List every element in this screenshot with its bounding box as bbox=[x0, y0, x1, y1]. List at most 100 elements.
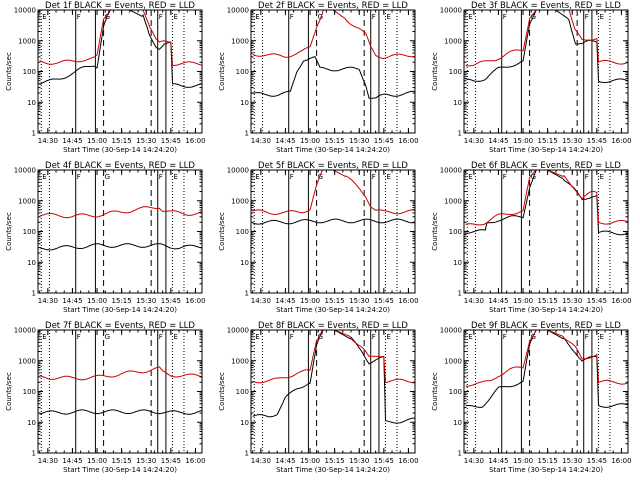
y-tick-label: 1000 bbox=[18, 357, 36, 365]
interval-label: F bbox=[585, 173, 589, 181]
y-axis-label: Counts/sec bbox=[218, 52, 226, 91]
interval-label: E bbox=[386, 13, 390, 21]
x-tick-label: 15:30 bbox=[136, 137, 156, 145]
y-tick-label: 1000 bbox=[444, 197, 462, 205]
interval-label: E bbox=[255, 173, 259, 181]
x-tick-label: 14:30 bbox=[464, 457, 484, 465]
y-tick-label: 10000 bbox=[440, 167, 462, 175]
interval-label: F bbox=[290, 173, 294, 181]
interval-label: E bbox=[42, 13, 46, 21]
y-tick-label: 10000 bbox=[14, 167, 36, 175]
interval-label: F bbox=[503, 13, 507, 21]
x-tick-label: 14:30 bbox=[251, 457, 271, 465]
x-tick-label: 15:45 bbox=[161, 457, 181, 465]
y-tick-label: 10 bbox=[453, 419, 462, 427]
interval-label: E bbox=[599, 173, 603, 181]
interval-label: F bbox=[585, 333, 589, 341]
plot-frame bbox=[250, 9, 416, 134]
x-tick-label: 14:30 bbox=[251, 137, 271, 145]
lld-series-line bbox=[465, 330, 628, 387]
y-tick-label: 10 bbox=[453, 259, 462, 267]
interval-label: F bbox=[77, 173, 81, 181]
x-tick-label: 15:45 bbox=[587, 137, 607, 145]
interval-label: G bbox=[105, 333, 110, 341]
interval-label: E bbox=[599, 13, 603, 21]
interval-label: F bbox=[290, 333, 294, 341]
interval-label: F bbox=[159, 173, 163, 181]
plot-frame bbox=[37, 169, 203, 294]
x-tick-label: 14:45 bbox=[275, 297, 295, 305]
x-tick-label: 15:30 bbox=[136, 457, 156, 465]
x-tick-label: 16:00 bbox=[398, 297, 418, 305]
x-tick-label: 15:45 bbox=[587, 297, 607, 305]
interval-label: E bbox=[386, 333, 390, 341]
y-tick-label: 1 bbox=[458, 290, 462, 298]
x-axis-label: Start Time (30-Sep-14 14:24:20) bbox=[489, 466, 603, 474]
y-tick-label: 10000 bbox=[227, 7, 249, 15]
x-tick-label: 15:15 bbox=[538, 297, 558, 305]
lld-series-line bbox=[465, 170, 628, 226]
x-tick-label: 15:45 bbox=[374, 137, 394, 145]
y-tick-label: 100 bbox=[236, 228, 249, 236]
panel-title: Det 5f BLACK = Events, RED = LLD bbox=[258, 161, 408, 171]
interval-label: F bbox=[77, 333, 81, 341]
x-tick-label: 15:00 bbox=[300, 297, 320, 305]
interval-label: E bbox=[468, 13, 472, 21]
panel-title: Det 3f BLACK = Events, RED = LLD bbox=[471, 1, 621, 11]
events-series-line bbox=[39, 10, 202, 88]
interval-label: F bbox=[585, 13, 589, 21]
y-tick-label: 100 bbox=[236, 388, 249, 396]
y-axis-label: Counts/sec bbox=[431, 372, 439, 411]
x-tick-label: 15:15 bbox=[325, 457, 345, 465]
interval-label: E bbox=[42, 173, 46, 181]
x-tick-label: 16:00 bbox=[398, 457, 418, 465]
x-tick-label: 14:45 bbox=[488, 457, 508, 465]
y-tick-label: 100 bbox=[23, 228, 36, 236]
x-tick-label: 14:30 bbox=[464, 137, 484, 145]
lld-series-line bbox=[465, 10, 628, 67]
x-tick-label: 15:30 bbox=[349, 457, 369, 465]
y-axis-label: Counts/sec bbox=[5, 212, 13, 251]
x-tick-label: 15:15 bbox=[325, 297, 345, 305]
x-tick-label: 14:30 bbox=[38, 297, 58, 305]
x-axis-label: Start Time (30-Sep-14 14:24:20) bbox=[63, 146, 177, 154]
events-series-line bbox=[39, 409, 202, 415]
plot-frame bbox=[37, 329, 203, 454]
panel-title: Det 9f BLACK = Events, RED = LLD bbox=[471, 321, 621, 331]
x-tick-label: 14:45 bbox=[275, 137, 295, 145]
x-axis-label: Start Time (30-Sep-14 14:24:20) bbox=[489, 146, 603, 154]
y-axis-label: Counts/sec bbox=[218, 212, 226, 251]
plot-frame bbox=[250, 169, 416, 294]
y-tick-label: 1000 bbox=[18, 37, 36, 45]
x-axis-label: Start Time (30-Sep-14 14:24:20) bbox=[276, 146, 390, 154]
x-tick-label: 16:00 bbox=[185, 457, 205, 465]
y-tick-label: 100 bbox=[449, 68, 462, 76]
y-tick-label: 1000 bbox=[18, 197, 36, 205]
y-tick-label: 1 bbox=[245, 290, 249, 298]
x-axis-label: Start Time (30-Sep-14 14:24:20) bbox=[489, 306, 603, 314]
x-tick-label: 14:45 bbox=[488, 137, 508, 145]
panel-title: Det 4f BLACK = Events, RED = LLD bbox=[45, 161, 195, 171]
interval-label: F bbox=[77, 13, 81, 21]
y-tick-label: 1000 bbox=[444, 357, 462, 365]
interval-label: F bbox=[503, 173, 507, 181]
y-tick-label: 1 bbox=[32, 290, 36, 298]
x-tick-label: 15:45 bbox=[161, 137, 181, 145]
events-series-line bbox=[252, 218, 415, 225]
events-series-line bbox=[465, 10, 628, 84]
x-tick-label: 15:15 bbox=[112, 137, 132, 145]
x-tick-label: 15:45 bbox=[374, 297, 394, 305]
x-tick-label: 14:30 bbox=[38, 457, 58, 465]
y-tick-label: 100 bbox=[23, 388, 36, 396]
y-tick-label: 10000 bbox=[227, 327, 249, 335]
x-tick-label: 14:30 bbox=[251, 297, 271, 305]
events-series-line bbox=[252, 55, 415, 99]
y-axis-label: Counts/sec bbox=[5, 372, 13, 411]
detector-panel: Det 5f BLACK = Events, RED = LLD E F G F E 1 10… bbox=[218, 161, 419, 314]
plot-frame bbox=[37, 9, 203, 134]
interval-label: F bbox=[372, 173, 376, 181]
x-tick-label: 16:00 bbox=[185, 137, 205, 145]
x-tick-label: 15:30 bbox=[136, 297, 156, 305]
